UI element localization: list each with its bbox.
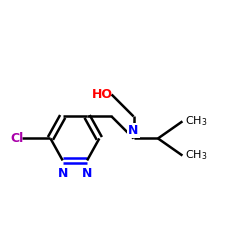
Text: N: N (128, 124, 139, 137)
Text: Cl: Cl (10, 132, 24, 145)
Text: CH$_3$: CH$_3$ (185, 149, 208, 162)
Text: N: N (82, 167, 92, 180)
Text: HO: HO (92, 88, 113, 101)
Text: N: N (58, 167, 68, 180)
Text: CH$_3$: CH$_3$ (185, 114, 208, 128)
